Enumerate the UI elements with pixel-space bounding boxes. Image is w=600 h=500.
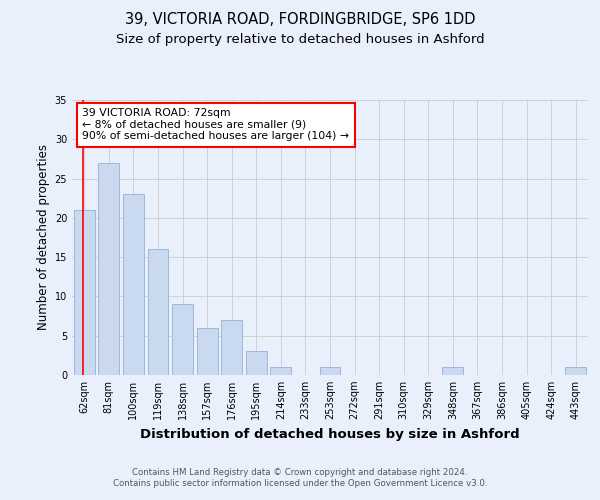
Bar (74, 210, 95, 375)
Bar (197, 328, 218, 375)
Bar (172, 304, 193, 375)
Bar (221, 320, 242, 375)
X-axis label: Distribution of detached houses by size in Ashford: Distribution of detached houses by size … (140, 428, 520, 440)
Bar (320, 367, 340, 375)
Bar (565, 367, 586, 375)
Bar (148, 250, 169, 375)
Text: 39 VICTORIA ROAD: 72sqm
← 8% of detached houses are smaller (9)
90% of semi-deta: 39 VICTORIA ROAD: 72sqm ← 8% of detached… (82, 108, 349, 142)
Bar (271, 367, 292, 375)
Text: Size of property relative to detached houses in Ashford: Size of property relative to detached ho… (116, 32, 484, 46)
Text: 39, VICTORIA ROAD, FORDINGBRIDGE, SP6 1DD: 39, VICTORIA ROAD, FORDINGBRIDGE, SP6 1D… (125, 12, 475, 28)
Bar (442, 367, 463, 375)
Bar (123, 194, 144, 375)
Bar (98, 163, 119, 375)
Y-axis label: Number of detached properties: Number of detached properties (37, 144, 50, 330)
Bar (246, 352, 267, 375)
Text: Contains HM Land Registry data © Crown copyright and database right 2024.
Contai: Contains HM Land Registry data © Crown c… (113, 468, 487, 487)
